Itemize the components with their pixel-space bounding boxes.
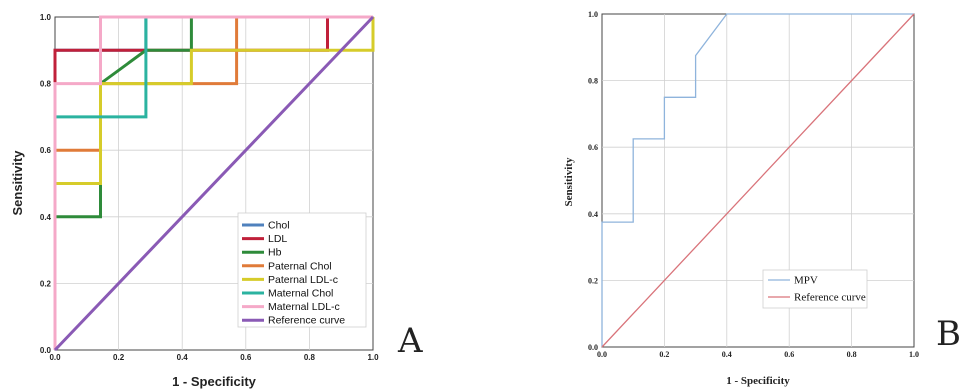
y-tick-label: 0.6 <box>40 146 52 155</box>
legend-entry: MPV <box>794 275 818 287</box>
panel-b-x-axis-title: 1 - Specificity <box>726 375 790 387</box>
y-tick-label: 0.8 <box>40 80 52 89</box>
legend-entry: Paternal LDL-c <box>268 274 338 286</box>
y-tick-label: 0.8 <box>588 77 598 86</box>
panel-a-series <box>53 15 375 352</box>
x-tick-label: 0.0 <box>49 353 61 362</box>
legend-entry: Chol <box>268 220 290 232</box>
panel-b-y-axis-title: Sensitivity <box>563 157 575 206</box>
series-line-hb <box>53 15 373 350</box>
panel-b-legend-box <box>762 269 868 309</box>
legend-entry: Reference curve <box>268 315 345 327</box>
y-tick-label: 0.2 <box>588 276 598 285</box>
y-tick-label: 1.0 <box>588 10 598 19</box>
x-tick-label: 1.0 <box>909 350 919 359</box>
y-tick-label: 1.0 <box>40 13 52 22</box>
panel-b-label: B <box>936 314 961 354</box>
x-tick-label: 0.0 <box>597 350 607 359</box>
panel-b-legend: MPV Reference curve <box>768 275 866 304</box>
legend-entry: Paternal Chol <box>268 260 332 272</box>
series-line-maternal-ldl-c <box>53 15 373 350</box>
x-tick-label: 0.2 <box>113 353 125 362</box>
x-tick-label: 0.2 <box>659 350 669 359</box>
y-tick-label: 0.4 <box>40 213 52 222</box>
panel-a: 0.0 0.2 0.4 0.6 0.8 1.0 0.0 0.2 0.4 0.6 0.8 1.0 1 -… <box>10 13 423 389</box>
x-tick-label: 0.6 <box>240 353 252 362</box>
y-tick-label: 0.2 <box>40 279 52 288</box>
x-tick-label: 0.6 <box>784 350 794 359</box>
panel-a-y-axis-title: Sensitivity <box>10 150 25 216</box>
x-tick-label: 0.4 <box>722 350 732 359</box>
panel-a-label: A <box>397 321 423 361</box>
x-tick-label: 1.0 <box>367 353 379 362</box>
x-tick-label: 0.4 <box>177 353 189 362</box>
legend-entry: Maternal Chol <box>268 288 333 300</box>
panel-a-tick-labels: 0.0 0.2 0.4 0.6 0.8 1.0 0.0 0.2 0.4 0.6 0.8 1.0 <box>40 13 379 362</box>
x-tick-label: 0.8 <box>847 350 857 359</box>
legend-entry: Reference curve <box>794 292 866 304</box>
y-tick-label: 0.6 <box>588 143 598 152</box>
x-tick-label: 0.8 <box>304 353 316 362</box>
y-tick-label: 0.0 <box>588 343 598 352</box>
panel-b: 0.0 0.2 0.4 0.6 0.8 1.0 0.0 0.2 0.4 0.6 0.8 1.0 1 -… <box>563 10 961 387</box>
panel-b-series <box>601 13 915 348</box>
y-tick-label: 0.4 <box>588 210 598 219</box>
legend-entry: Hb <box>268 247 282 259</box>
series-line-mpv <box>601 13 914 347</box>
legend-entry: Maternal LDL-c <box>268 301 340 313</box>
legend-entry: LDL <box>268 233 287 245</box>
panel-b-tick-labels: 0.0 0.2 0.4 0.6 0.8 1.0 0.0 0.2 0.4 0.6 0.8 1.0 <box>588 10 919 359</box>
series-line-reference-curve <box>601 13 915 348</box>
y-tick-label: 0.0 <box>40 346 52 355</box>
panel-a-x-axis-title: 1 - Specificity <box>172 374 257 389</box>
series-line-reference-curve <box>53 15 375 352</box>
